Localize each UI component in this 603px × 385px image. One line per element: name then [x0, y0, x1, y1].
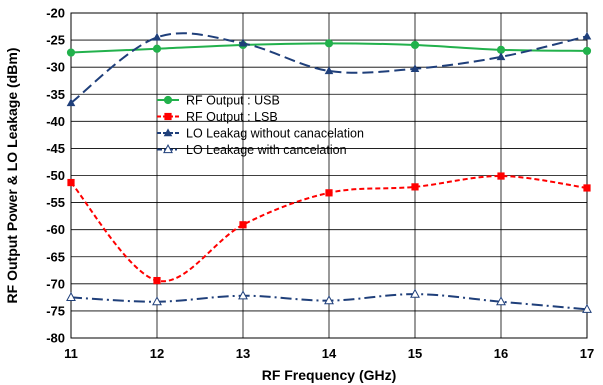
legend-label: RF Output : USB: [186, 94, 280, 108]
data-point: [324, 295, 334, 305]
y-tick-label: -40: [46, 114, 65, 129]
data-point: [325, 189, 333, 197]
x-tick-label: 12: [150, 346, 164, 361]
x-axis-label: RF Frequency (GHz): [262, 367, 397, 383]
x-tick-label: 14: [322, 346, 337, 361]
series-layer: [66, 31, 592, 313]
series-4: [66, 288, 592, 313]
y-tick-label: -50: [46, 168, 65, 183]
y-tick-label: -75: [46, 303, 65, 318]
data-point: [152, 32, 162, 41]
data-point: [497, 172, 505, 180]
data-point: [410, 288, 420, 298]
plot-frame: [70, 12, 588, 339]
data-point: [411, 183, 419, 191]
series-3: [66, 31, 592, 107]
legend-label: RF Output : LSB: [186, 110, 278, 124]
data-point: [238, 290, 248, 300]
y-tick-label: -65: [46, 249, 65, 264]
legend: RF Output : USB RF Output : LSB LO Leakag …: [157, 94, 364, 157]
data-point: [582, 303, 592, 313]
y-tick-label: -55: [46, 195, 65, 210]
x-tick-label: 15: [408, 346, 422, 361]
data-point: [410, 64, 420, 72]
y-tick-label: -35: [46, 87, 65, 102]
legend-marker: [163, 144, 173, 154]
data-point: [582, 46, 592, 56]
data-point: [66, 48, 76, 57]
data-point: [67, 178, 75, 187]
series-line: [71, 175, 587, 283]
data-point: [238, 38, 248, 47]
x-tick-label: 17: [580, 346, 594, 361]
y-axis-label: RF Output Power & LO Leakage (dBm): [4, 48, 20, 304]
legend-item: LO Leakag without canacelation: [157, 127, 364, 141]
y-tick-label: -45: [46, 141, 65, 156]
y-tick-label: -60: [46, 222, 65, 237]
data-point: [496, 296, 506, 306]
legend-label: LO Leakag without canacelation: [186, 127, 364, 141]
legend-marker: [163, 95, 173, 105]
data-point: [152, 44, 162, 53]
data-point: [583, 184, 591, 192]
data-point: [324, 66, 334, 75]
series-2: [67, 172, 591, 285]
y-tick-label: -20: [46, 6, 65, 21]
x-tick-label: 13: [236, 346, 250, 361]
legend-item: LO Leakage with cancelation: [157, 143, 347, 157]
x-tick-label: 11: [64, 346, 78, 361]
legend-marker: [164, 112, 172, 121]
legend-marker: [163, 128, 173, 137]
data-point: [324, 39, 334, 48]
x-axis-ticks: 11 12 13 14 15 16 17: [64, 346, 594, 361]
legend-label: LO Leakage with cancelation: [186, 143, 347, 157]
y-axis-ticks: -20 -25 -30 -35 -40 -45 -50 -55 -60 -65 -70 -75 -80: [46, 6, 65, 346]
data-point: [152, 296, 162, 306]
gridlines: [71, 13, 587, 338]
legend-item: RF Output : USB: [157, 94, 280, 108]
data-point: [153, 276, 161, 285]
data-point: [239, 221, 247, 229]
y-tick-label: -70: [46, 276, 65, 291]
data-point: [66, 98, 76, 107]
y-tick-label: -80: [46, 331, 65, 346]
legend-item: RF Output : LSB: [157, 110, 278, 124]
x-tick-label: 16: [494, 346, 508, 361]
data-point: [66, 291, 76, 301]
data-point: [582, 31, 592, 40]
y-tick-label: -30: [46, 60, 65, 75]
y-tick-label: -25: [46, 33, 65, 48]
data-point: [410, 40, 420, 50]
data-point: [496, 52, 506, 61]
